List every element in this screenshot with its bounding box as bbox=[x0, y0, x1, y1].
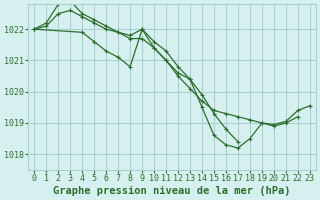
X-axis label: Graphe pression niveau de la mer (hPa): Graphe pression niveau de la mer (hPa) bbox=[53, 186, 291, 196]
